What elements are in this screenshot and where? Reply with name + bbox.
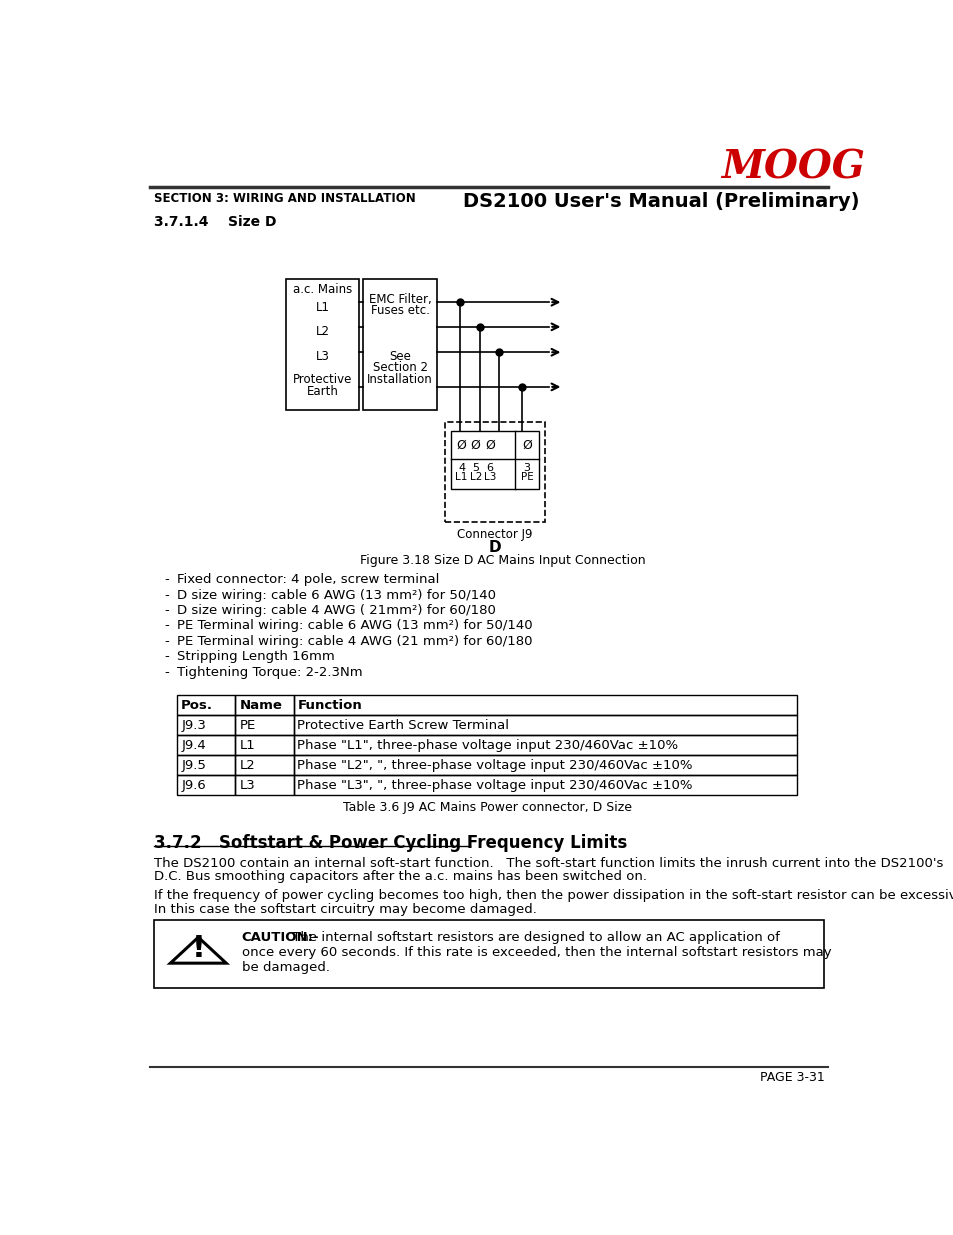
Bar (451, 431, 538, 489)
Text: Section 2: Section 2 (373, 362, 427, 374)
Text: Phase "L2", ", three-phase voltage input 230/460Vac ±10%: Phase "L2", ", three-phase voltage input… (297, 758, 692, 772)
Text: L2: L2 (469, 472, 481, 483)
Text: If the frequency of power cycling becomes too high, then the power dissipation i: If the frequency of power cycling become… (154, 889, 953, 902)
Text: Phase "L1", three-phase voltage input 230/460Vac ±10%: Phase "L1", three-phase voltage input 23… (297, 739, 678, 752)
Bar (235, 715, 294, 735)
Bar (154, 920, 822, 988)
Text: Ø: Ø (521, 438, 532, 452)
Bar (177, 715, 235, 735)
Text: L1: L1 (315, 300, 330, 314)
Bar (235, 755, 294, 776)
Text: Ø: Ø (484, 438, 495, 452)
Text: Installation: Installation (367, 373, 433, 387)
Text: PE: PE (520, 472, 533, 483)
Text: Stripping Length 16mm: Stripping Length 16mm (177, 651, 335, 663)
Bar (294, 715, 797, 735)
Text: Protective: Protective (293, 373, 352, 387)
Text: In this case the softstart circuitry may become damaged.: In this case the softstart circuitry may… (154, 903, 537, 916)
Bar (286, 279, 359, 410)
Text: L3: L3 (483, 472, 496, 483)
Text: -: - (164, 666, 169, 679)
Text: -: - (164, 635, 169, 648)
Text: Figure 3.18 Size D AC Mains Input Connection: Figure 3.18 Size D AC Mains Input Connec… (359, 555, 645, 567)
Text: L2: L2 (239, 758, 254, 772)
Text: See: See (389, 350, 411, 363)
Text: Protective Earth Screw Terminal: Protective Earth Screw Terminal (297, 719, 509, 732)
Text: L1: L1 (239, 739, 254, 752)
Bar (294, 755, 797, 776)
Text: PE Terminal wiring: cable 4 AWG (21 mm²) for 60/180: PE Terminal wiring: cable 4 AWG (21 mm²)… (177, 635, 533, 648)
Text: be damaged.: be damaged. (241, 961, 330, 974)
Text: Ø: Ø (470, 438, 480, 452)
Text: PE Terminal wiring: cable 6 AWG (13 mm²) for 50/140: PE Terminal wiring: cable 6 AWG (13 mm²)… (177, 620, 533, 632)
Bar (444, 421, 545, 521)
Text: J9.4: J9.4 (181, 739, 206, 752)
Text: -: - (164, 589, 169, 601)
Text: Table 3.6 J9 AC Mains Power connector, D Size: Table 3.6 J9 AC Mains Power connector, D… (342, 802, 631, 814)
Bar (177, 735, 235, 755)
Text: Ø: Ø (456, 438, 466, 452)
Text: The internal softstart resistors are designed to allow an AC application of: The internal softstart resistors are des… (288, 930, 780, 944)
Bar (235, 776, 294, 795)
Text: J9.5: J9.5 (181, 758, 206, 772)
Text: L3: L3 (315, 350, 330, 363)
Bar (294, 776, 797, 795)
Text: 3.7.1.4    Size D: 3.7.1.4 Size D (154, 215, 276, 230)
Text: -: - (164, 651, 169, 663)
Text: Fixed connector: 4 pole, screw terminal: Fixed connector: 4 pole, screw terminal (177, 573, 439, 587)
Text: 6: 6 (486, 463, 493, 473)
Bar (177, 776, 235, 795)
Text: !: ! (192, 934, 205, 963)
Text: J9.3: J9.3 (181, 719, 206, 732)
Text: L1: L1 (455, 472, 467, 483)
Text: Phase "L3", ", three-phase voltage input 230/460Vac ±10%: Phase "L3", ", three-phase voltage input… (297, 779, 692, 792)
Polygon shape (171, 937, 226, 963)
Text: J9.6: J9.6 (181, 779, 206, 792)
Text: PE: PE (239, 719, 255, 732)
Text: D size wiring: cable 6 AWG (13 mm²) for 50/140: D size wiring: cable 6 AWG (13 mm²) for … (177, 589, 496, 601)
Text: -: - (164, 573, 169, 587)
Text: Tightening Torque: 2-2.3Nm: Tightening Torque: 2-2.3Nm (177, 666, 363, 679)
Bar (294, 735, 797, 755)
Text: DS2100 User's Manual (Preliminary): DS2100 User's Manual (Preliminary) (462, 193, 859, 211)
Text: L2: L2 (315, 325, 330, 338)
Text: Function: Function (297, 699, 362, 711)
Text: Earth: Earth (307, 384, 338, 398)
Bar (235, 695, 294, 715)
Text: once every 60 seconds. If this rate is exceeded, then the internal softstart res: once every 60 seconds. If this rate is e… (241, 946, 830, 958)
Text: D: D (488, 540, 501, 555)
Text: -: - (164, 620, 169, 632)
Text: 3: 3 (523, 463, 530, 473)
Text: -: - (164, 604, 169, 618)
Text: 3.7.2   Softstart & Power Cycling Frequency Limits: 3.7.2 Softstart & Power Cycling Frequenc… (154, 834, 627, 851)
Text: D size wiring: cable 4 AWG ( 21mm²) for 60/180: D size wiring: cable 4 AWG ( 21mm²) for … (177, 604, 496, 618)
Bar (294, 695, 797, 715)
Text: Fuses etc.: Fuses etc. (371, 304, 429, 316)
Text: Pos.: Pos. (181, 699, 213, 711)
Text: CAUTION:-: CAUTION:- (241, 930, 319, 944)
Text: 5: 5 (472, 463, 478, 473)
Text: Connector J9: Connector J9 (456, 527, 533, 541)
Bar (177, 755, 235, 776)
Text: a.c. Mains: a.c. Mains (293, 283, 352, 296)
Text: EMC Filter,: EMC Filter, (369, 293, 431, 306)
Bar (177, 695, 235, 715)
Text: The DS2100 contain an internal soft-start function.   The soft-start function li: The DS2100 contain an internal soft-star… (154, 857, 943, 869)
Text: 4: 4 (457, 463, 465, 473)
Bar (363, 279, 436, 410)
Text: PAGE 3-31: PAGE 3-31 (759, 1072, 823, 1084)
Text: D.C. Bus smoothing capacitors after the a.c. mains has been switched on.: D.C. Bus smoothing capacitors after the … (154, 871, 646, 883)
Bar (235, 735, 294, 755)
Text: SECTION 3: WIRING AND INSTALLATION: SECTION 3: WIRING AND INSTALLATION (154, 193, 416, 205)
Text: L3: L3 (239, 779, 254, 792)
Text: Name: Name (239, 699, 282, 711)
Text: MOOG: MOOG (720, 148, 864, 186)
